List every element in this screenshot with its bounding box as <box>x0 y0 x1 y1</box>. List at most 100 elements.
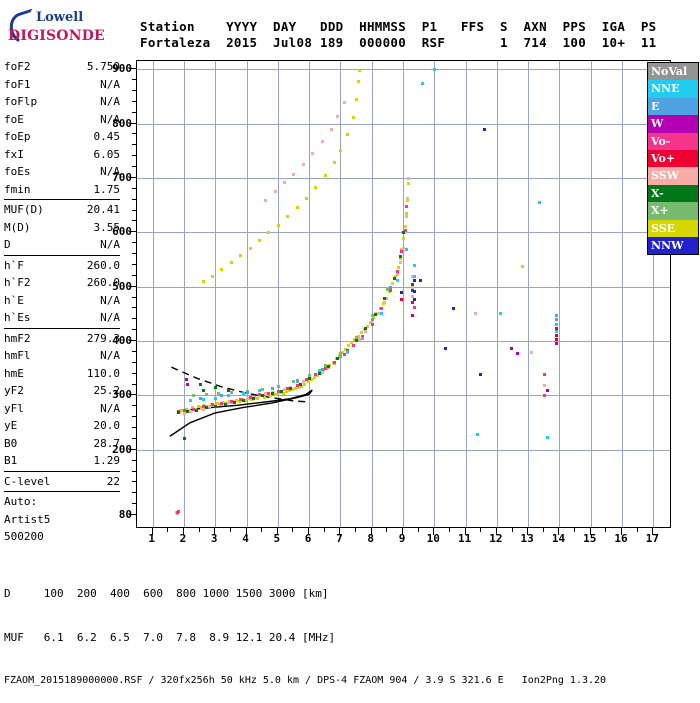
data-point-ssw <box>403 231 407 235</box>
data-point-ssw <box>182 411 186 415</box>
legend-item-x[interactable]: X+ <box>648 202 698 220</box>
data-point-ssw <box>358 337 362 341</box>
param-key: foEs <box>4 165 31 178</box>
y-tick-minor <box>132 416 137 418</box>
legend-item-ssw[interactable]: SSW <box>648 167 698 185</box>
data-point-sse <box>197 405 201 409</box>
data-point-sse <box>248 246 252 250</box>
data-point-sse <box>314 185 318 189</box>
data-point-sse <box>253 395 257 399</box>
data-point-w <box>516 352 520 356</box>
x-tick-label: 1 <box>148 532 155 545</box>
data-point-vo <box>555 333 559 337</box>
data-point-w <box>545 389 549 393</box>
data-point-x <box>292 380 296 384</box>
data-point-ssw <box>376 311 380 315</box>
gridline-v <box>309 61 311 527</box>
data-point-ssw <box>301 162 305 166</box>
legend-item-x[interactable]: X- <box>648 184 698 203</box>
y-tick-minor <box>132 122 137 124</box>
x-tick-minor <box>308 528 310 532</box>
legend-item-vo[interactable]: Vo+ <box>648 149 698 168</box>
legend-item-e[interactable]: E <box>648 97 698 116</box>
data-point-ssw <box>311 151 315 155</box>
x-tick-label: 6 <box>304 532 312 545</box>
data-point-sse <box>212 404 216 408</box>
data-point-sse <box>237 399 241 403</box>
data-point-sse <box>375 311 379 315</box>
data-point-vo <box>229 399 233 403</box>
doppler-direction-legend[interactable]: NoVal NNE E W Vo- Vo+ SSW X- X+ SSE NNW <box>647 62 699 256</box>
ionogram-plot-area[interactable] <box>136 60 671 528</box>
data-point-x <box>261 394 265 398</box>
data-point-vo <box>175 511 179 515</box>
data-point-sse <box>356 334 360 338</box>
data-point-vo <box>276 390 280 394</box>
param-value: 28.7 <box>93 436 121 450</box>
data-point-sse <box>391 282 395 286</box>
legend-item-noval[interactable]: NoVal <box>648 63 698 81</box>
data-point-ssw <box>292 172 296 176</box>
gridline-v <box>246 61 248 527</box>
data-point-x <box>223 403 227 407</box>
legend-item-vo[interactable]: Vo- <box>648 132 698 150</box>
data-point-sse <box>201 280 205 284</box>
param-value: 20.41 <box>86 203 120 216</box>
param-value: 25.2 <box>93 384 121 397</box>
data-point-sse <box>290 387 294 391</box>
legend-item-w[interactable]: W <box>648 115 698 133</box>
data-point-sse <box>350 341 354 345</box>
legend-item-nne[interactable]: NNE <box>648 80 698 98</box>
param-value: N/A <box>100 349 120 362</box>
param-value: N/A <box>100 311 120 324</box>
legend-item-nnw[interactable]: NNW <box>648 236 698 255</box>
y-tick-minor <box>132 318 137 320</box>
data-point-nne <box>201 397 205 401</box>
data-point-w <box>411 313 415 317</box>
data-point-vo <box>211 403 215 407</box>
y-tick-minor <box>132 89 137 91</box>
gridline-v <box>434 61 436 527</box>
data-point-x <box>398 255 402 259</box>
data-point-sse <box>250 397 254 401</box>
data-point-sse <box>300 384 304 388</box>
param-key: fxI <box>4 147 24 161</box>
y-tick-minor <box>132 253 137 255</box>
param-value: 260.0 <box>86 276 120 289</box>
param-key: MUF(D) <box>4 203 44 216</box>
param-value: 110.0 <box>86 366 120 380</box>
data-point-x <box>383 296 387 300</box>
data-point-e <box>220 394 224 398</box>
data-point-sse <box>218 403 222 407</box>
data-point-nne <box>538 201 542 205</box>
param-key: hmF2 <box>4 331 31 345</box>
y-tick-minor <box>132 307 137 309</box>
param-group-2: h`F 260.0 h`F2 260.0 h`E N/A h`Es N/A <box>4 257 120 327</box>
x-tick-minor <box>276 528 278 532</box>
data-point-sse <box>275 393 279 397</box>
data-point-w <box>184 378 188 382</box>
param-row-fxi: fxI 6.05 <box>4 146 120 164</box>
param-divider <box>4 327 120 329</box>
gridline-v <box>215 61 217 527</box>
param-row-b0: B0 28.7 <box>4 435 120 453</box>
data-point-sse <box>294 386 298 390</box>
y-tick-minor <box>132 176 137 178</box>
data-point-x <box>308 377 312 381</box>
data-point-sse <box>378 307 382 311</box>
x-tick-label: 13 <box>520 532 534 545</box>
data-point-ssw <box>264 198 268 202</box>
x-tick-label: 8 <box>367 532 375 545</box>
param-key: yF2 <box>4 384 24 397</box>
data-point-x <box>229 391 233 395</box>
x-tick-minor <box>417 528 419 532</box>
data-point-sse <box>295 206 299 210</box>
data-point-e <box>555 318 559 322</box>
data-point-sse <box>359 331 363 335</box>
legend-item-sse[interactable]: SSE <box>648 219 698 237</box>
param-value: 1.29 <box>93 454 121 467</box>
data-point-vo <box>361 334 365 338</box>
gridline-h <box>137 341 670 343</box>
data-point-e <box>320 368 324 372</box>
param-key: B0 <box>4 436 18 450</box>
